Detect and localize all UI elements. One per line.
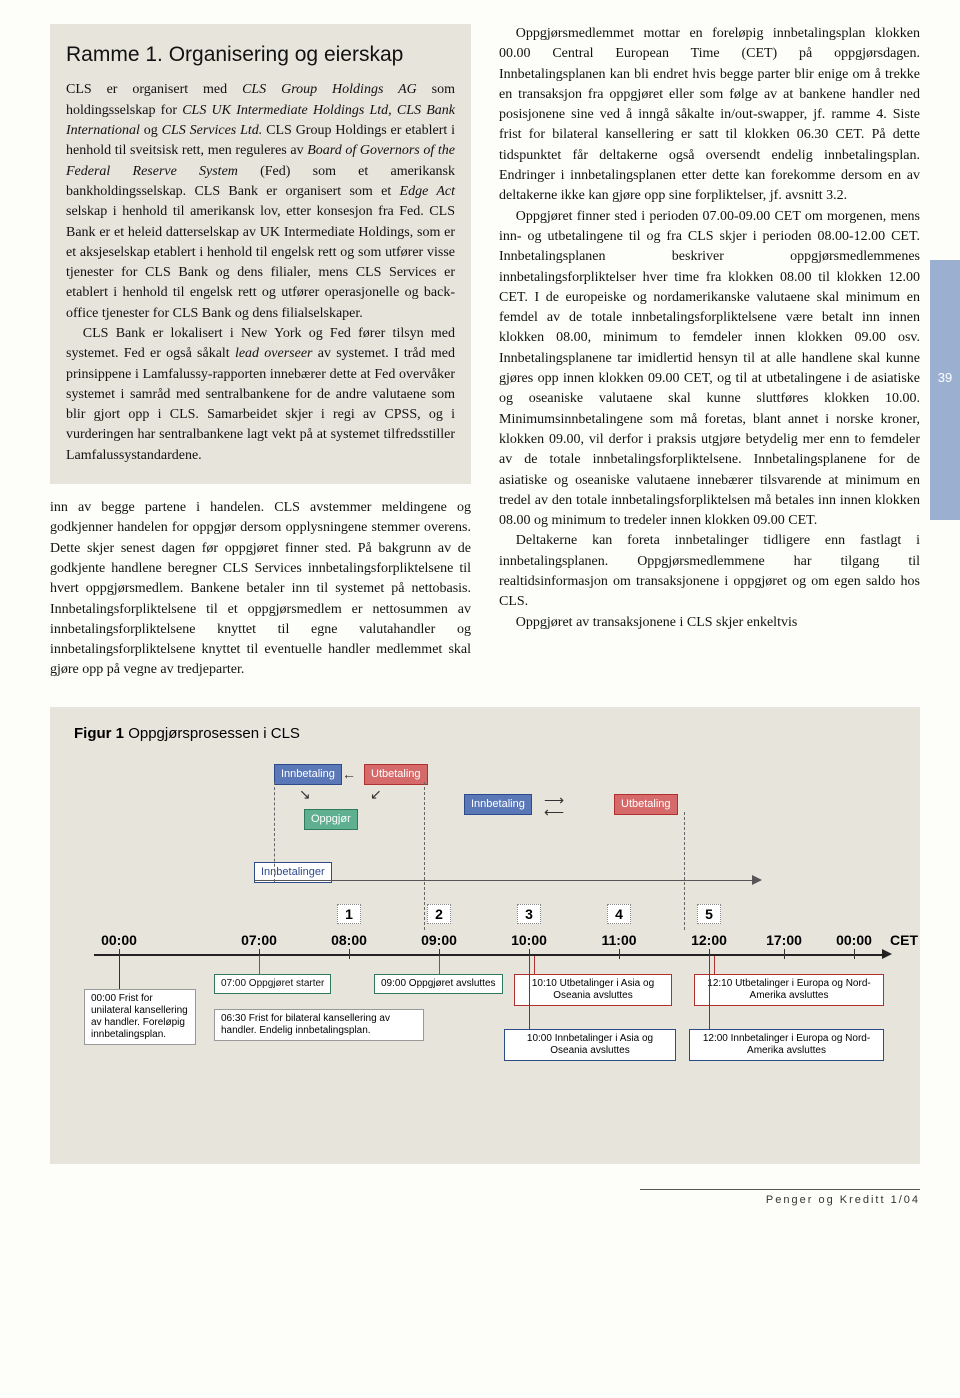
page-footer: Penger og Kreditt 1/04 — [640, 1189, 920, 1206]
box-oppgjor: Oppgjør — [304, 809, 358, 830]
note-1000: 10:00 Innbetalinger i Asia og Oseania av… — [504, 1029, 676, 1061]
num-3: 3 — [517, 904, 541, 924]
ramme-p2: CLS Bank er lokalisert i New York og Fed… — [66, 324, 455, 466]
right-p4: Oppgjøret av transaksjonene i CLS skjer … — [499, 613, 920, 633]
ramme-body: CLS er organisert med CLS Group Holdings… — [66, 80, 455, 466]
note-0000: 00:00 Frist for unilateral kansellering … — [84, 989, 196, 1045]
num-2: 2 — [427, 904, 451, 924]
box-utbetaling-1: Utbetaling — [364, 764, 428, 785]
right-p2: Oppgjøret finner sted i perioden 07.00-0… — [499, 207, 920, 532]
tick-0700: 07:00 — [241, 932, 277, 948]
vline-1 — [274, 782, 275, 882]
page-number-tab: 39 — [930, 260, 960, 520]
num-4: 4 — [607, 904, 631, 924]
ramme-title: Ramme 1. Organisering og eierskap — [66, 40, 455, 70]
tick-1700: 17:00 — [766, 932, 802, 948]
tick-0800: 08:00 — [331, 932, 367, 948]
tm6 — [619, 949, 620, 959]
tick-cet: CET — [890, 932, 918, 948]
figure-title-rest: Oppgjørsprosessen i CLS — [128, 725, 300, 742]
box-utbetaling-2: Utbetaling — [614, 794, 678, 815]
right-column: Oppgjørsmedlemmet mottar en foreløpig in… — [499, 24, 920, 681]
timeline-arrow-icon — [882, 949, 892, 959]
figure-title: Figur 1 Oppgjørsprosessen i CLS — [74, 725, 896, 742]
arrow-down2-icon: ↙ — [370, 786, 382, 803]
conn-0000 — [119, 956, 120, 989]
conn-0900 — [439, 956, 440, 974]
right-p3: Deltakerne kan foreta innbetalinger tidl… — [499, 531, 920, 612]
vline-2 — [424, 782, 425, 930]
left-body-p1: inn av begge partene i handelen. CLS avs… — [50, 498, 471, 681]
ramme-box: Ramme 1. Organisering og eierskap CLS er… — [50, 24, 471, 484]
arrow-left2-icon: ⟵ — [544, 804, 564, 821]
left-column: Ramme 1. Organisering og eierskap CLS er… — [50, 24, 471, 681]
box-innbetaling-1: Innbetaling — [274, 764, 342, 785]
figure-title-bold: Figur 1 — [74, 725, 124, 742]
note-0630: 06:30 Frist for bilateral kansellering a… — [214, 1009, 424, 1041]
conn-1210 — [714, 956, 715, 974]
num-5: 5 — [697, 904, 721, 924]
conn-1000 — [529, 956, 530, 1029]
mid-axis — [254, 880, 754, 881]
tick-0900: 09:00 — [421, 932, 457, 948]
tm3 — [349, 949, 350, 959]
arrow-down1-icon: ↘ — [299, 786, 311, 803]
right-p1: Oppgjørsmedlemmet mottar en foreløpig in… — [499, 24, 920, 207]
conn-1200 — [709, 956, 710, 1029]
note-1200: 12:00 Innbetalinger i Europa og Nord-Ame… — [689, 1029, 884, 1061]
timeline-axis — [94, 954, 884, 956]
tick-1000: 10:00 — [511, 932, 547, 948]
note-0700: 07:00 Oppgjøret starter — [214, 974, 331, 994]
note-1210: 12:10 Utbetalinger i Europa og Nord-Amer… — [694, 974, 884, 1006]
note-0900: 09:00 Oppgjøret avsluttes — [374, 974, 503, 994]
num-1: 1 — [337, 904, 361, 924]
tick-0000a: 00:00 — [101, 932, 137, 948]
note-1010: 10:10 Utbetalinger i Asia og Oseania avs… — [514, 974, 672, 1006]
tm8 — [784, 949, 785, 959]
ramme-p1: CLS er organisert med CLS Group Holdings… — [66, 80, 455, 324]
two-column-layout: Ramme 1. Organisering og eierskap CLS er… — [50, 24, 920, 681]
figure-1: Figur 1 Oppgjørsprosessen i CLS Innbetal… — [50, 707, 920, 1164]
conn-0700 — [259, 956, 260, 974]
conn-1010 — [534, 956, 535, 974]
vline-3 — [684, 812, 685, 930]
page: 39 Ramme 1. Organisering og eierskap CLS… — [0, 0, 960, 1224]
tm9 — [854, 949, 855, 959]
arrow-left-icon: ← — [342, 766, 356, 782]
diagram: Innbetaling Utbetaling ← Oppgjør ↘ ↙ Inn… — [74, 754, 896, 1134]
page-number: 39 — [938, 370, 952, 385]
tick-1100: 11:00 — [601, 932, 636, 948]
tick-0000b: 00:00 — [836, 932, 872, 948]
mid-axis-arrow-icon — [752, 875, 762, 885]
box-innbetaling-2: Innbetaling — [464, 794, 532, 815]
tick-1200: 12:00 — [691, 932, 727, 948]
